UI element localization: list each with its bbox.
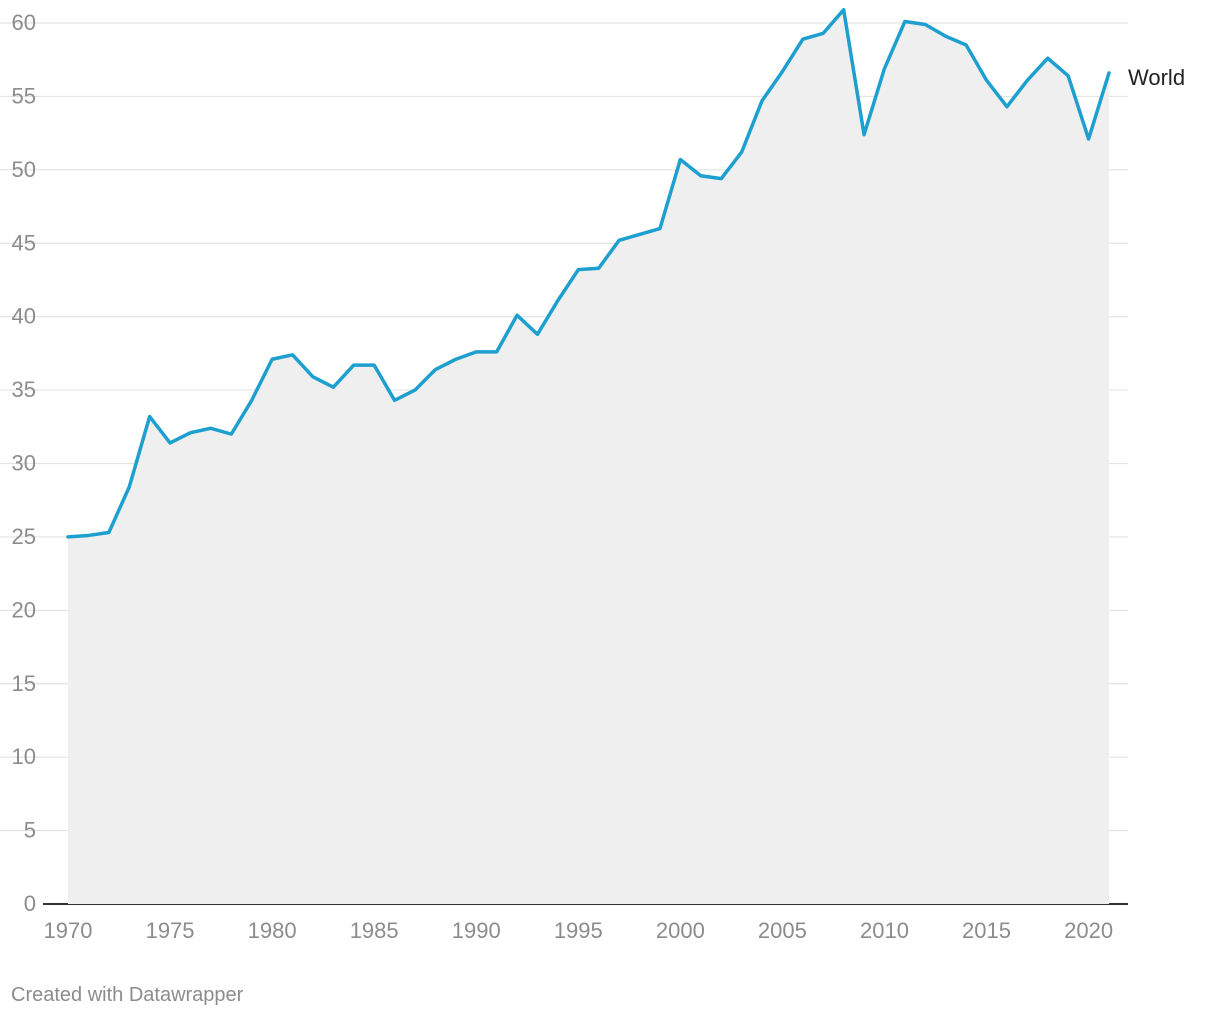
x-tick-label: 1975 bbox=[146, 918, 195, 943]
y-tick-label: 20 bbox=[12, 597, 36, 622]
area-layer bbox=[68, 9, 1109, 905]
x-tick-label: 2015 bbox=[962, 918, 1011, 943]
area-fill-world bbox=[68, 9, 1109, 905]
x-tick-label: 2005 bbox=[758, 918, 807, 943]
y-tick-label: 45 bbox=[12, 230, 36, 255]
x-tick-label: 2010 bbox=[860, 918, 909, 943]
y-tick-label: 30 bbox=[12, 451, 36, 476]
x-tick-label: 1970 bbox=[44, 918, 93, 943]
y-tick-label: 0 bbox=[24, 891, 36, 916]
y-tick-label: 25 bbox=[12, 524, 36, 549]
x-tick-label: 2000 bbox=[656, 918, 705, 943]
series-label-world: World bbox=[1128, 65, 1185, 90]
y-tick-label: 10 bbox=[12, 744, 36, 769]
y-tick-label: 50 bbox=[12, 157, 36, 182]
y-tick-label: 5 bbox=[24, 818, 36, 843]
x-tick-label: 1990 bbox=[452, 918, 501, 943]
series-labels: World bbox=[1128, 65, 1185, 90]
x-tick-label: 2020 bbox=[1064, 918, 1113, 943]
y-tick-label: 60 bbox=[12, 10, 36, 35]
x-tick-label: 1995 bbox=[554, 918, 603, 943]
x-axis-ticks: 1970 1975 1980 1985 1990 1995 2000 2005 2010 2015… bbox=[44, 918, 1114, 943]
x-tick-label: 1980 bbox=[248, 918, 297, 943]
line-layer bbox=[66, 8, 1111, 539]
x-tick-label: 1985 bbox=[350, 918, 399, 943]
y-tick-label: 35 bbox=[12, 377, 36, 402]
y-tick-label: 40 bbox=[12, 304, 36, 329]
y-tick-label: 15 bbox=[12, 671, 36, 696]
y-tick-label: 55 bbox=[12, 83, 36, 108]
footer-credit: Created with Datawrapper bbox=[11, 984, 244, 1006]
y-axis-ticks: 0 5 10 15 20 25 30 35 40 45 50 55 60 bbox=[12, 10, 36, 916]
series-line-world bbox=[66, 8, 1111, 539]
line-chart: 0 5 10 15 20 25 30 35 40 45 50 55 60 1970 1975 1980 198… bbox=[0, 8, 1185, 943]
chart-container: 0 5 10 15 20 25 30 35 40 45 50 55 60 1970 1975 1980 198… bbox=[0, 8, 1185, 943]
